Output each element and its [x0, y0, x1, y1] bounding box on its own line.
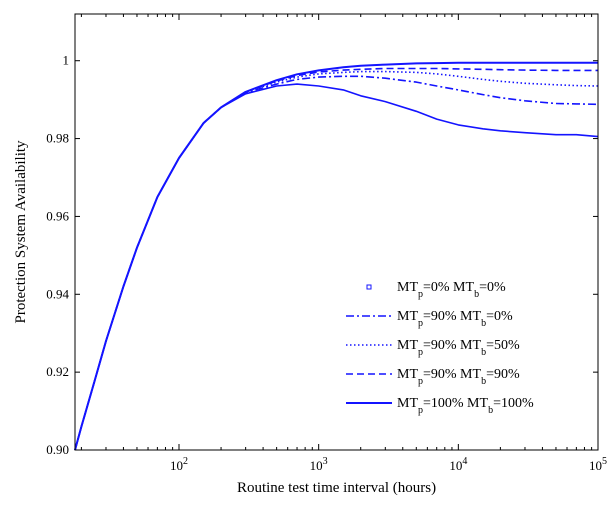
- y-tick-label: 0.92: [46, 364, 69, 379]
- legend-label: MTp=90% MTb=50%: [397, 338, 520, 358]
- x-tick-label: 105: [589, 456, 607, 473]
- y-tick-label: 0.94: [46, 286, 69, 301]
- legend-label: MTp=0% MTb=0%: [397, 280, 506, 300]
- x-tick-label: 102: [170, 456, 188, 473]
- plot-frame: [74, 13, 599, 451]
- y-tick-label: 1: [63, 53, 70, 68]
- plot-lines: [74, 61, 599, 451]
- y-tick-label: 0.96: [46, 208, 69, 223]
- x-tick-label: 103: [310, 456, 328, 473]
- y-tick-label: 0.98: [46, 131, 69, 146]
- legend-swatch: [366, 284, 372, 290]
- series-line: [74, 61, 598, 451]
- y-axis-label: Protection System Availability: [13, 140, 29, 324]
- x-axis: 102 103 104 105: [80, 14, 607, 473]
- legend: MTp=0% MTb=0% MTp=90% MTb=0% MTp=90% MTb=5…: [346, 280, 534, 416]
- legend-label: MTp=90% MTb=90%: [397, 367, 520, 387]
- series-line: [74, 67, 598, 451]
- y-tick-label: 0.90: [46, 442, 69, 457]
- legend-label: MTp=90% MTb=0%: [397, 309, 513, 329]
- legend-label: MTp=100% MTb=100%: [397, 396, 534, 416]
- x-axis-label: Routine test time interval (hours): [237, 480, 436, 496]
- x-tick-label: 104: [449, 456, 467, 473]
- series-line: [74, 70, 599, 451]
- y-axis: 0.90 0.92 0.94 0.96 0.98 1: [46, 53, 598, 457]
